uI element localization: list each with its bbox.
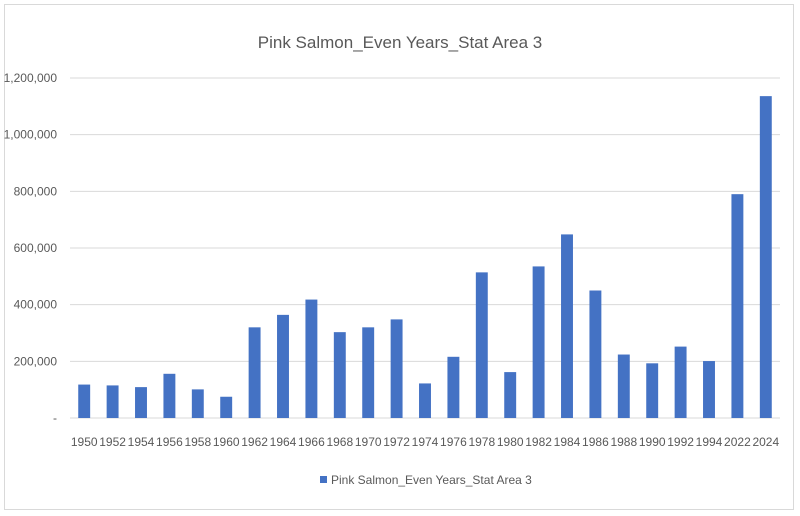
bar: [731, 194, 744, 418]
gridlines: [70, 77, 780, 419]
x-tick-label: 2022: [724, 435, 751, 449]
x-tick-label: 1956: [156, 435, 183, 449]
bar: [447, 356, 460, 418]
x-tick-label: 1992: [667, 435, 694, 449]
bar: [163, 373, 176, 418]
bar: [561, 234, 573, 418]
bar: [277, 314, 289, 418]
y-tick-label: 200,000: [14, 354, 58, 368]
y-tick-label: -: [53, 411, 57, 425]
bar: [362, 327, 375, 418]
x-tick-label: 1984: [554, 435, 581, 449]
legend-swatch: [320, 476, 327, 483]
bar: [617, 354, 630, 418]
bar: [646, 363, 659, 418]
x-tick-label: 1954: [128, 435, 155, 449]
bar: [78, 384, 91, 418]
bar: [504, 372, 517, 418]
bar: [419, 383, 431, 418]
x-tick-label: 1962: [241, 435, 268, 449]
bar: [532, 266, 545, 418]
x-tick-label: 1974: [412, 435, 439, 449]
x-tick-label: 1952: [99, 435, 126, 449]
x-axis: 1950 1952 1954 1956 1958 1960 1962 1964 1966 1968…: [71, 435, 780, 449]
bar: [703, 361, 715, 418]
legend-label: Pink Salmon_Even Years_Stat Area 3: [331, 473, 532, 487]
bar: [106, 385, 119, 418]
legend: Pink Salmon_Even Years_Stat Area 3: [320, 473, 532, 487]
bar: [135, 387, 147, 418]
bars: [78, 96, 772, 418]
x-tick-label: 1970: [355, 435, 382, 449]
y-tick-label: 1,200,000: [4, 71, 58, 85]
bar: [674, 346, 687, 418]
x-tick-label: 1988: [610, 435, 637, 449]
bar: [475, 272, 488, 418]
x-tick-label: 1950: [71, 435, 98, 449]
x-tick-label: 1958: [184, 435, 211, 449]
x-tick-label: 1966: [298, 435, 325, 449]
x-tick-label: 1964: [270, 435, 297, 449]
x-tick-label: 1990: [639, 435, 666, 449]
y-tick-label: 400,000: [14, 298, 58, 312]
bar: [589, 290, 602, 418]
bar: [333, 332, 346, 418]
x-tick-label: 1976: [440, 435, 467, 449]
bar: [390, 319, 403, 418]
bar: [220, 396, 233, 418]
y-tick-label: 800,000: [14, 184, 58, 198]
bar: [191, 389, 204, 418]
y-tick-label: 600,000: [14, 241, 58, 255]
x-tick-label: 1972: [383, 435, 410, 449]
x-tick-label: 1994: [696, 435, 723, 449]
x-tick-label: 2024: [752, 435, 779, 449]
y-tick-label: 1,000,000: [4, 128, 58, 142]
x-tick-label: 1968: [326, 435, 353, 449]
chart-frame: [4, 4, 794, 510]
bar: [305, 299, 318, 418]
x-tick-label: 1982: [525, 435, 552, 449]
y-axis: - 200,000 400,000 600,000 800,000 1,000,000 1,…: [4, 71, 58, 425]
bar: [248, 327, 261, 418]
x-tick-label: 1978: [468, 435, 495, 449]
x-tick-label: 1960: [213, 435, 240, 449]
chart-title: Pink Salmon_Even Years_Stat Area 3: [258, 33, 542, 52]
x-tick-label: 1986: [582, 435, 609, 449]
bar: [759, 96, 772, 418]
x-tick-label: 1980: [497, 435, 524, 449]
